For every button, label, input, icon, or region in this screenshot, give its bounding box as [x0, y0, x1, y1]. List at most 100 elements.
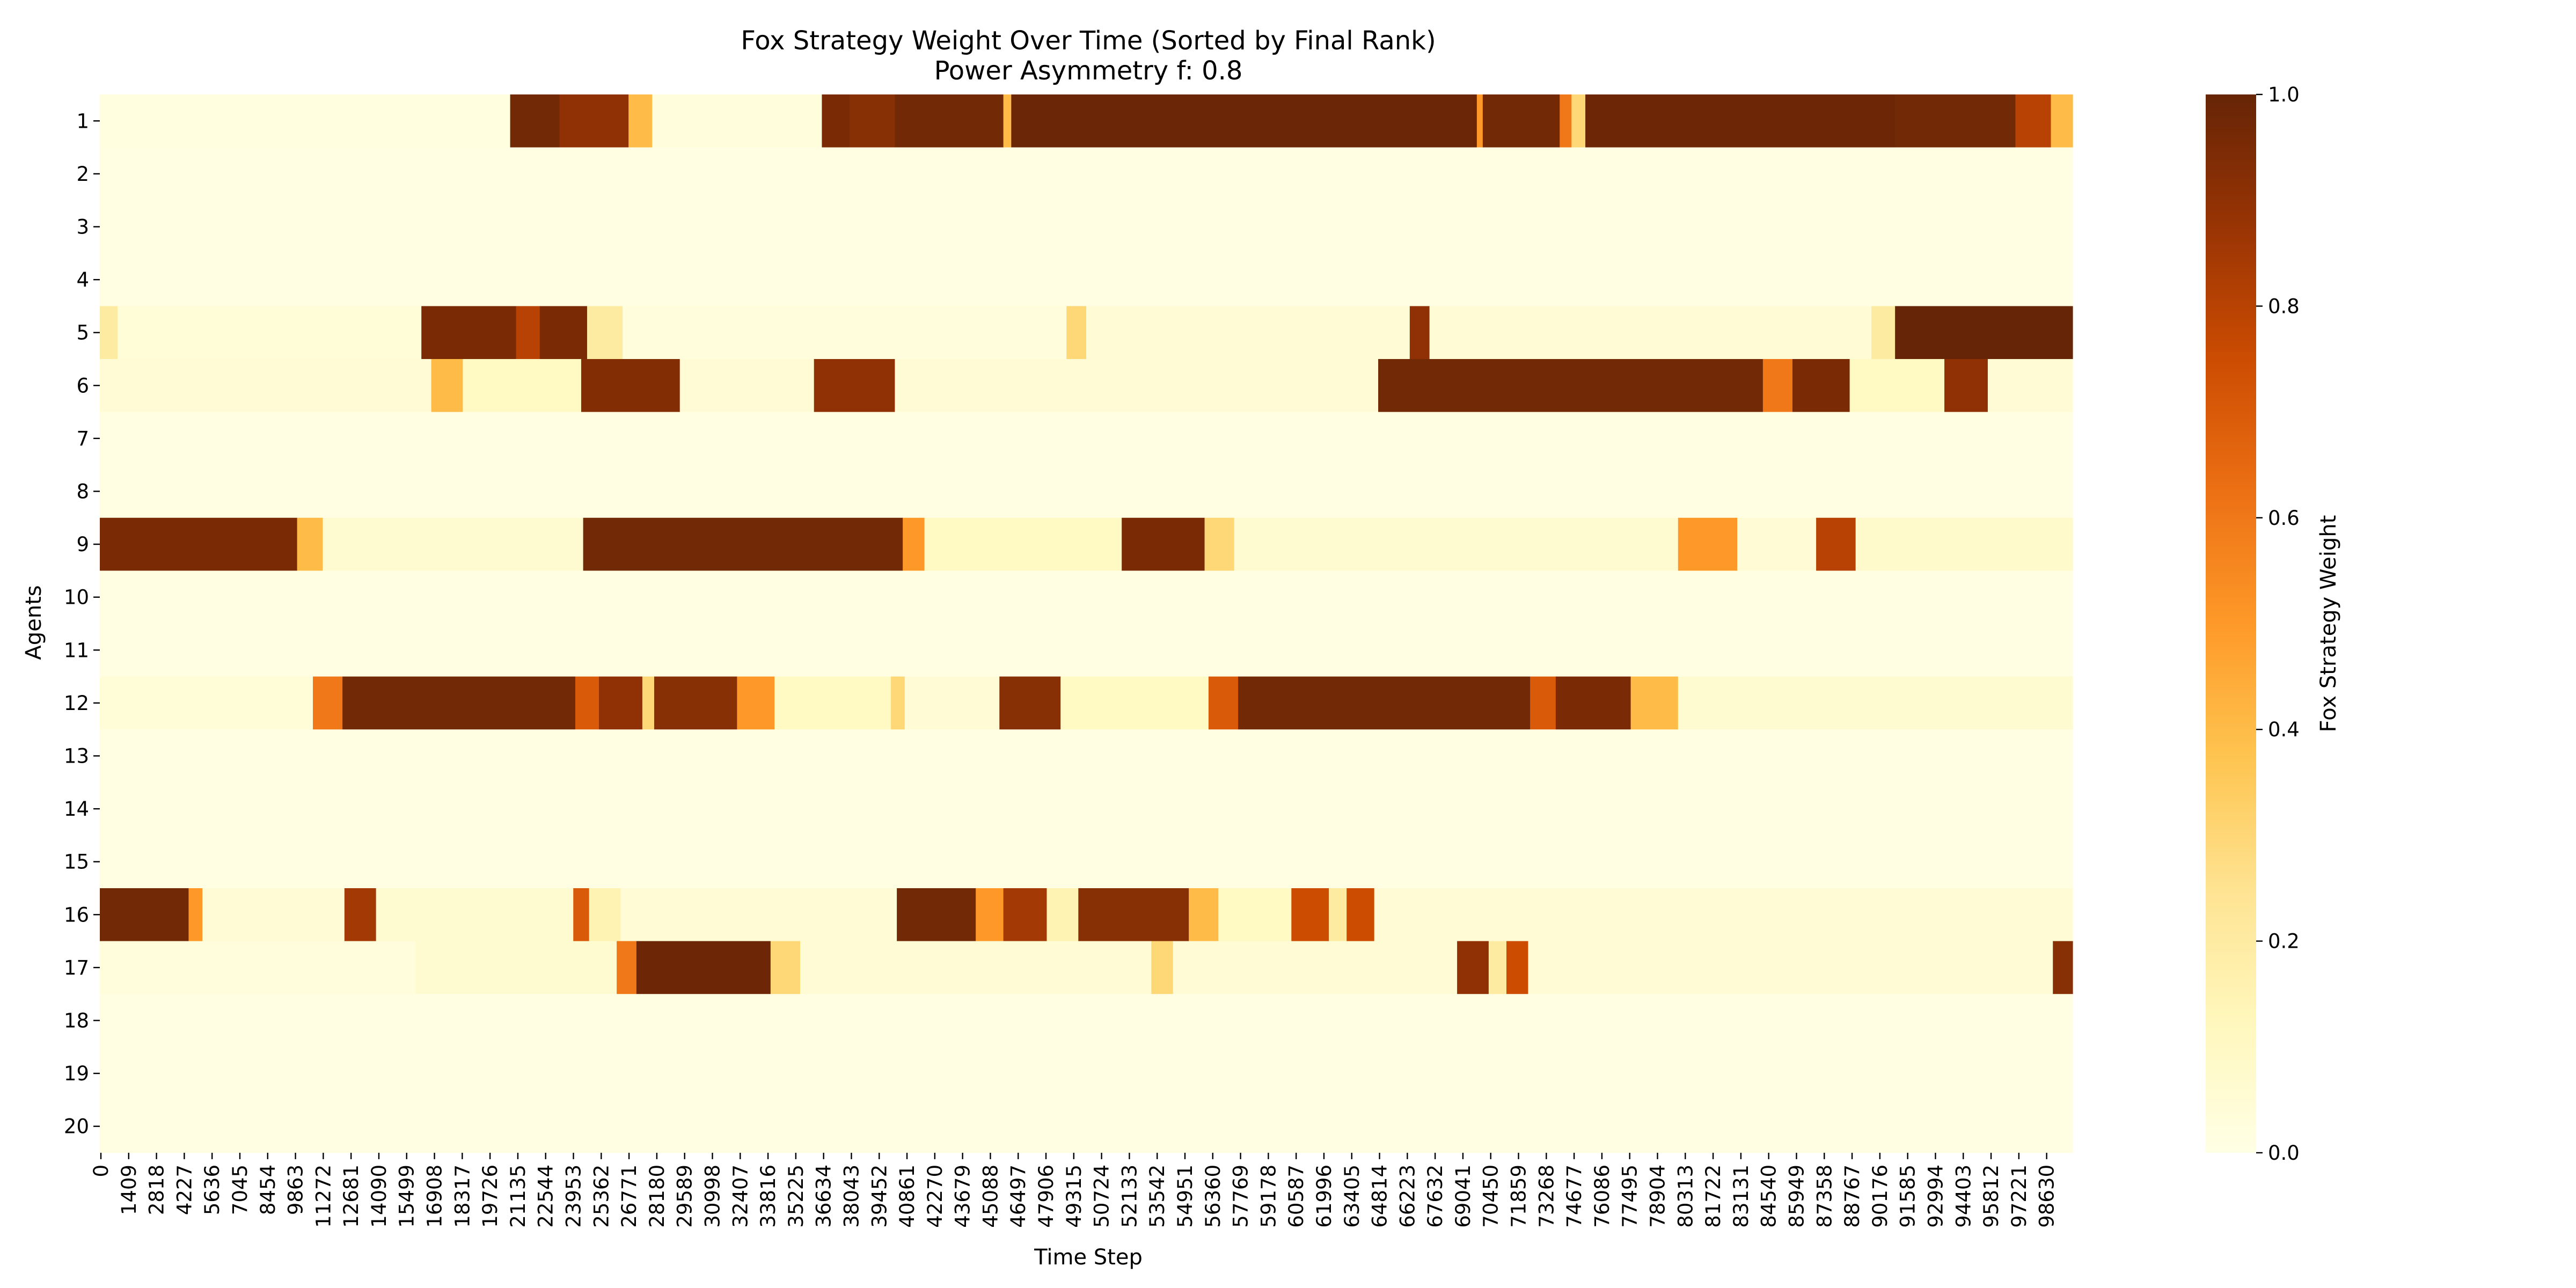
heatmap-cell-agent-8 [100, 465, 2073, 518]
heatmap-cell-agent-9 [1204, 517, 1235, 571]
x-tick-label: 64814 [1368, 1165, 1392, 1228]
heatmap-cell-agent-1 [100, 94, 511, 148]
heatmap-cell-agent-15 [100, 835, 2073, 889]
heatmap-cells [100, 94, 2073, 1153]
heatmap-cell-agent-17 [1173, 941, 1458, 994]
x-tick-label: 60587 [1285, 1165, 1308, 1228]
heatmap-cell-agent-17 [100, 941, 416, 994]
heatmap-cell-agent-5 [587, 306, 623, 360]
heatmap-cell-agent-17 [1528, 941, 2053, 994]
heatmap-cell-agent-12 [1555, 676, 1631, 730]
heatmap-cell-agent-14 [100, 782, 2073, 836]
heatmap-cell-agent-3 [100, 200, 2073, 254]
y-axis-label: Agents [21, 585, 46, 660]
colorbar-label: Fox Strategy Weight [2316, 515, 2341, 733]
heatmap-cell-agent-9 [924, 517, 1122, 571]
y-tick-label: 18 [64, 1009, 89, 1033]
heatmap-cell-agent-16 [573, 888, 590, 941]
heatmap-cell-agent-16 [188, 888, 203, 941]
x-tick-label: 8454 [257, 1165, 280, 1215]
x-tick-label: 1409 [118, 1165, 141, 1215]
heatmap-cell-agent-16 [1291, 888, 1329, 941]
x-tick-label: 77495 [1619, 1165, 1642, 1228]
colorbar-tick-label: 0.4 [2268, 718, 2300, 741]
x-tick-label: 90176 [1869, 1165, 1892, 1228]
y-tick-label: 15 [64, 851, 89, 874]
x-tick-label: 69041 [1452, 1165, 1475, 1228]
x-tick-label: 26771 [618, 1165, 641, 1228]
heatmap-cell-agent-1 [2051, 94, 2073, 148]
heatmap-cell-agent-16 [376, 888, 574, 941]
y-tick-label: 17 [64, 956, 89, 979]
y-tick-label: 16 [64, 903, 89, 926]
x-tick-label: 61996 [1313, 1165, 1336, 1228]
heatmap-cell-agent-1 [1571, 94, 1586, 148]
y-tick-label: 1 [76, 109, 89, 133]
x-tick-label: 63405 [1341, 1165, 1364, 1228]
y-tick-label: 2 [76, 163, 89, 186]
x-tick-label: 54951 [1174, 1165, 1197, 1228]
x-tick-label: 18317 [451, 1165, 474, 1228]
heatmap-cell-agent-1 [822, 94, 850, 148]
heatmap-cell-agent-6 [1762, 359, 1793, 412]
heatmap-cell-agent-12 [1678, 676, 2073, 730]
x-tick-label: 87358 [1813, 1165, 1836, 1228]
heatmap-cell-agent-12 [904, 676, 1000, 730]
x-tick-label: 73268 [1535, 1165, 1558, 1228]
x-tick-label: 70450 [1480, 1165, 1503, 1228]
heatmap-cell-agent-5 [118, 306, 422, 360]
heatmap-cell-agent-1 [559, 94, 629, 148]
heatmap-cell-agent-9 [1816, 517, 1856, 571]
heatmap-cell-agent-10 [100, 570, 2073, 624]
x-tick-label: 71859 [1507, 1165, 1531, 1228]
x-tick-label: 81722 [1702, 1165, 1725, 1228]
x-tick-label: 15499 [396, 1165, 419, 1228]
heatmap-cell-agent-12 [774, 676, 891, 730]
heatmap-cell-agent-17 [1151, 941, 1174, 994]
y-tick-label: 12 [64, 692, 89, 715]
heatmap-cell-agent-6 [1944, 359, 1988, 412]
y-tick-label: 4 [76, 268, 89, 291]
heatmap-cell-agent-9 [1122, 517, 1205, 571]
x-tick-label: 66223 [1396, 1165, 1419, 1228]
heatmap-cell-agent-5 [1066, 306, 1087, 360]
x-tick-label: 42270 [924, 1165, 947, 1228]
heatmap-cell-agent-12 [1208, 676, 1239, 730]
heatmap-cell-agent-16 [1346, 888, 1375, 941]
heatmap-cell-agent-20 [100, 1100, 2073, 1153]
y-tick-label: 5 [76, 321, 89, 345]
x-tick-label: 9863 [284, 1165, 308, 1215]
heatmap-cell-agent-12 [1238, 676, 1531, 730]
heatmap-cell-agent-16 [344, 888, 377, 941]
x-tick-label: 29589 [674, 1165, 697, 1228]
heatmap-cell-agent-1 [652, 94, 823, 148]
colorbar-tick-label: 1.0 [2268, 83, 2300, 106]
heatmap-cell-agent-17 [1488, 941, 1507, 994]
x-tick-label: 39452 [868, 1165, 891, 1228]
x-tick-label: 59178 [1257, 1165, 1280, 1228]
heatmap-cell-agent-5 [1086, 306, 1410, 360]
heatmap-cell-agent-5 [539, 306, 588, 360]
x-tick-label: 47906 [1035, 1165, 1058, 1228]
x-tick-label: 38043 [840, 1165, 863, 1228]
heatmap-cell-agent-1 [1476, 94, 1483, 148]
x-tick-label: 83131 [1730, 1165, 1753, 1228]
heatmap-cell-agent-9 [323, 517, 584, 571]
x-tick-label: 16908 [423, 1165, 447, 1228]
heatmap-cell-agent-17 [636, 941, 771, 994]
heatmap-cell-agent-12 [642, 676, 655, 730]
heatmap-cell-agent-17 [800, 941, 1152, 994]
x-tick-label: 85949 [1785, 1165, 1808, 1228]
x-tick-label: 43679 [952, 1165, 975, 1228]
heatmap-cell-agent-12 [342, 676, 576, 730]
colorbar-tick-label: 0.6 [2268, 507, 2300, 530]
y-tick-label: 20 [64, 1115, 89, 1138]
heatmap-cell-agent-9 [1234, 517, 1679, 571]
heatmap-cell-agent-12 [599, 676, 643, 730]
heatmap-cell-agent-5 [100, 306, 118, 360]
heatmap-cell-agent-6 [895, 359, 1379, 412]
heatmap-cell-agent-1 [2015, 94, 2052, 148]
heatmap-cell-agent-1 [510, 94, 560, 148]
